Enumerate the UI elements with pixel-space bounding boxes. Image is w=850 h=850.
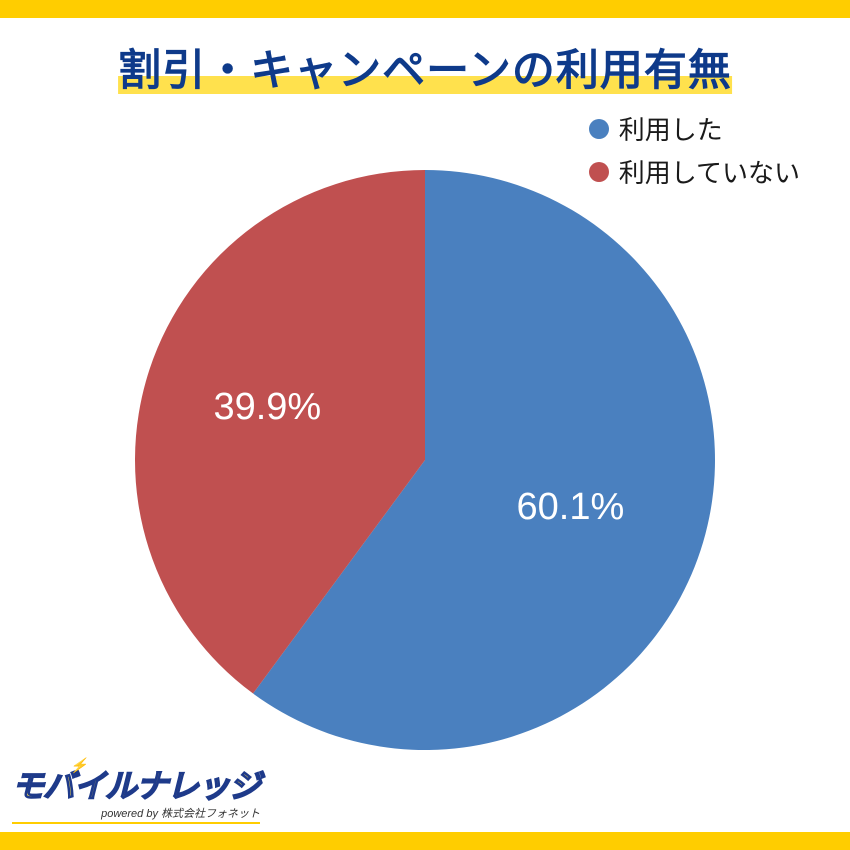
legend-swatch-icon — [589, 119, 609, 139]
bottom-accent-bar — [0, 832, 850, 850]
brand-logo: モバイルナレッジ ⚡ powered by 株式会社フォネット — [12, 761, 260, 824]
bolt-icon: ⚡ — [70, 757, 86, 774]
pie-svg — [135, 170, 715, 750]
chart-title: 割引・キャンペーンの利用有無 — [118, 36, 732, 98]
chart-title-text: 割引・キャンペーンの利用有無 — [118, 36, 732, 98]
legend-item: 利用した — [589, 110, 800, 147]
top-accent-bar — [0, 0, 850, 18]
legend-label: 利用した — [619, 110, 723, 147]
pie-slice-label: 60.1% — [517, 486, 625, 529]
chart-area: 利用した利用していない 60.1%39.9% — [0, 110, 850, 790]
brand-logo-sub: powered by 株式会社フォネット — [12, 805, 260, 824]
brand-logo-text: モバイルナレッジ — [12, 768, 260, 804]
pie-chart: 60.1% 39.9% — [135, 170, 715, 750]
pie-slice-label: 39.9% — [213, 386, 321, 429]
brand-logo-main: モバイルナレッジ ⚡ — [12, 761, 260, 807]
